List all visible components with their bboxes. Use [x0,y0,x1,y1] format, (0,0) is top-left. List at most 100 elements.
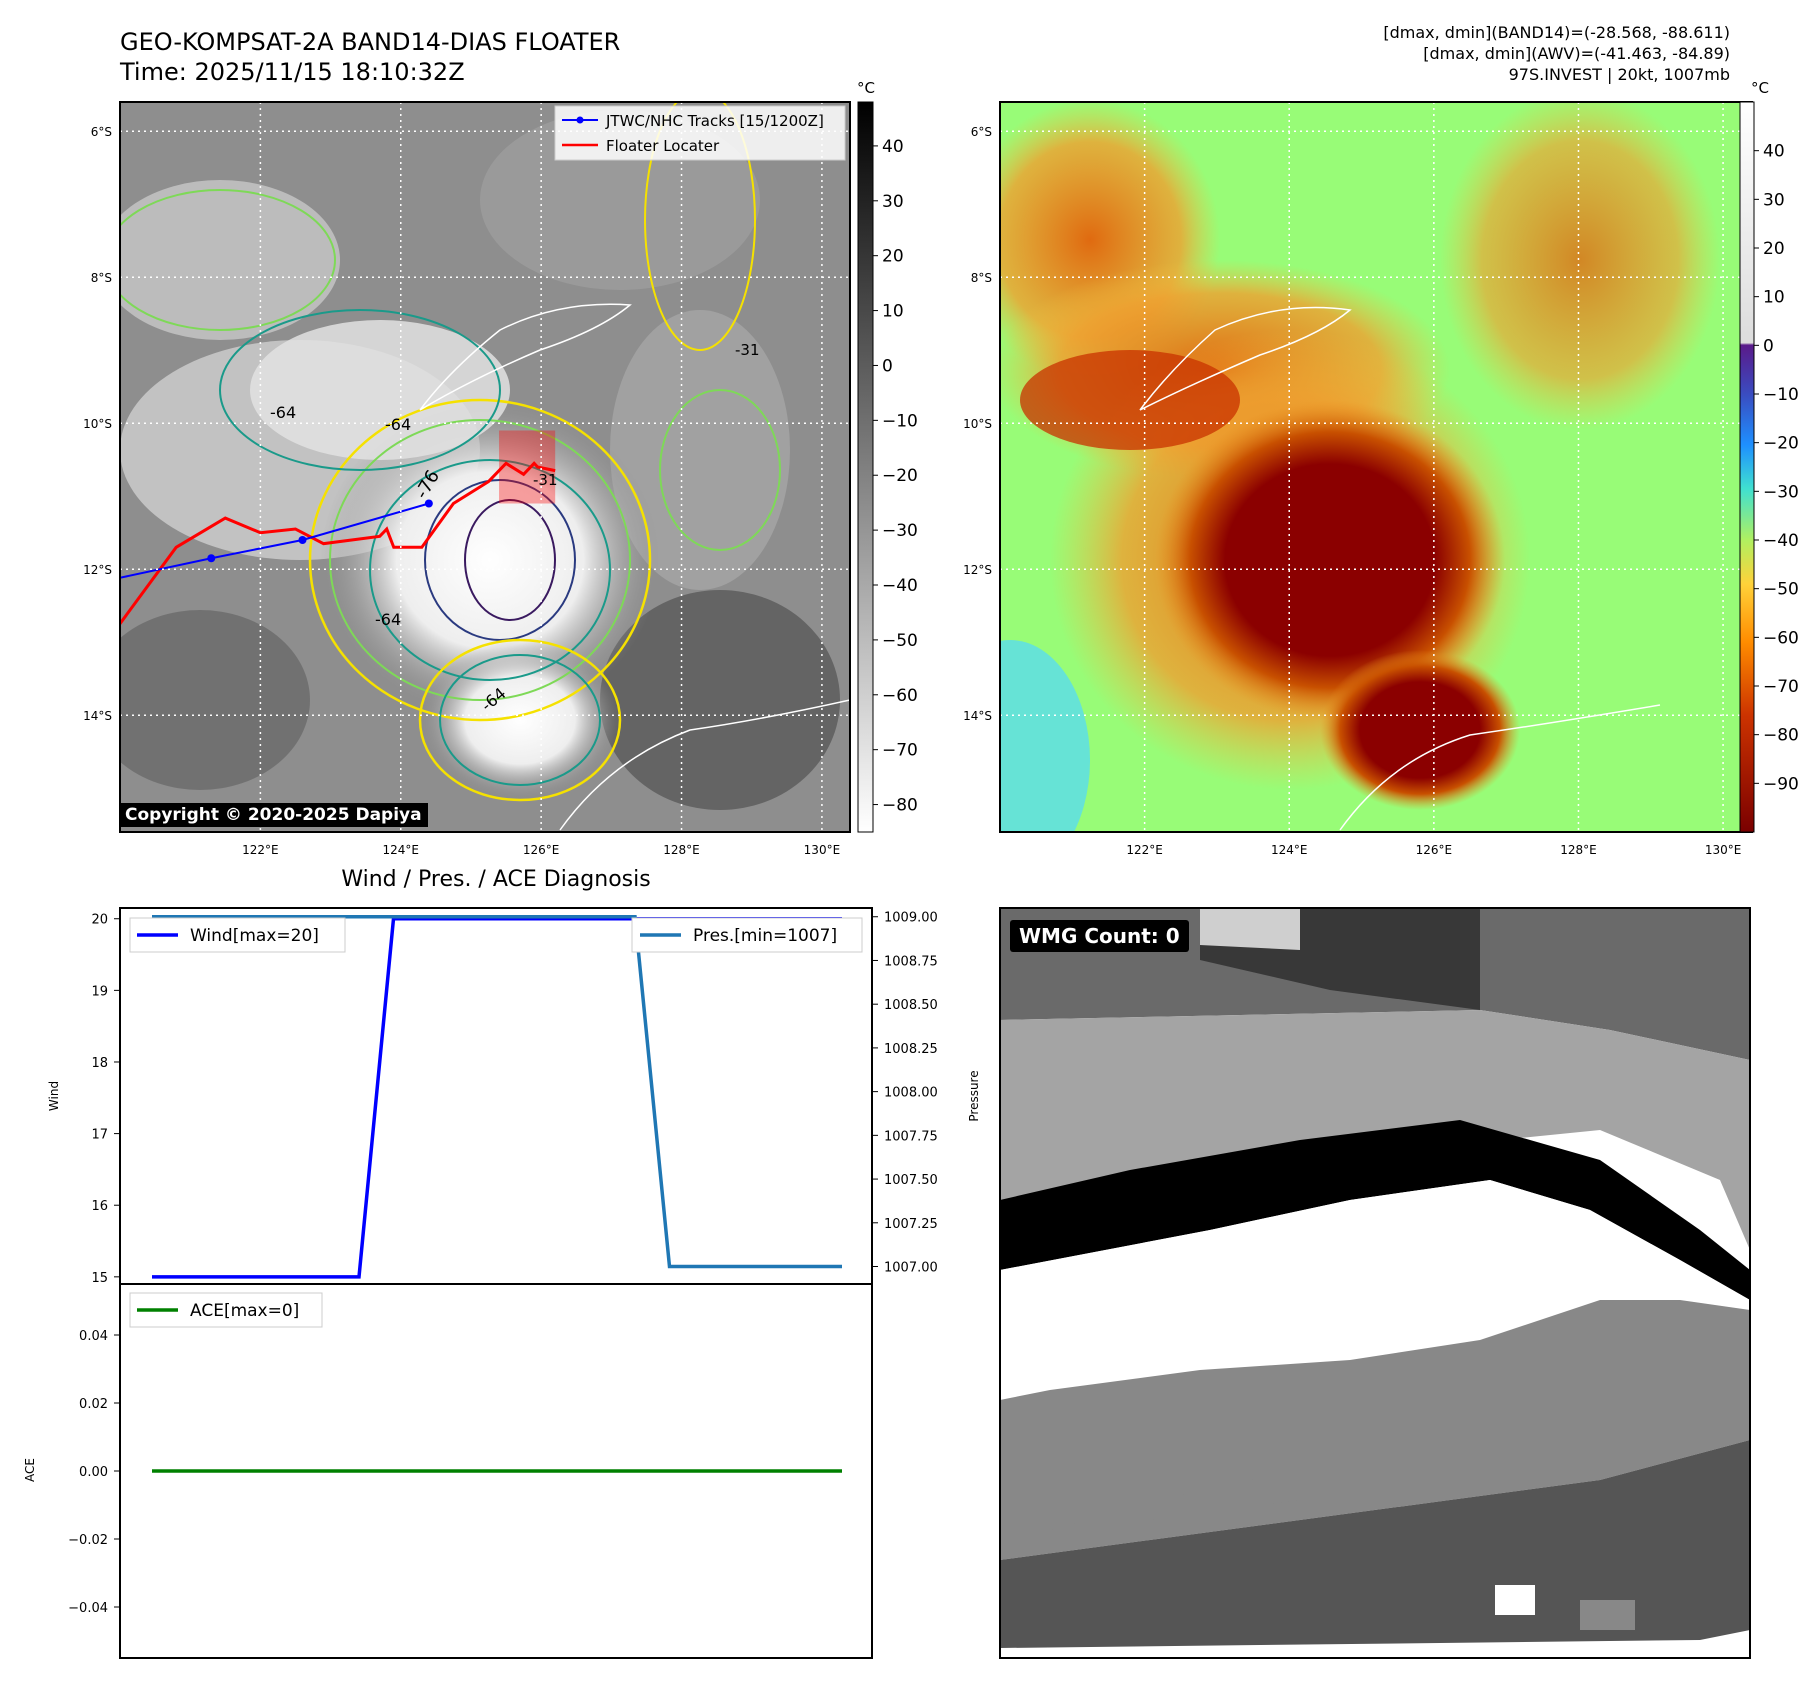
colorbar-tick-label: −60 [1763,628,1799,648]
lat-tick-label: 6°S [971,125,992,139]
track-point [207,554,216,563]
lat-tick-label: 8°S [91,271,112,285]
lon-tick-label: 126°E [523,843,560,857]
track-points [207,499,433,563]
wind-tick-label: 15 [91,1271,108,1286]
awv-lon-labels: 122°E 124°E 126°E 128°E 130°E [1126,843,1741,857]
grid-ir [120,102,850,832]
ace-legend-label: ACE[max=0] [190,1301,299,1321]
band14-colorbar-ticks: 40 30 20 10 0 −10 −20 −30 −40 −50 −60 −70 −80 [873,137,918,816]
diagnosis-title: Wind / Pres. / ACE Diagnosis [341,867,650,892]
colorbar-tick-label: −80 [882,796,918,816]
lon-tick-label: 124°E [383,843,420,857]
pressure-tick-label: 1008.50 [884,998,938,1013]
pressure-tick-label: 1007.75 [884,1129,938,1144]
lon-tick-label: 128°E [663,843,700,857]
colorbar-tick-label: −10 [1763,385,1799,405]
band14-map: -64 -76 -64 -64 -64 -31 -31 [120,102,850,832]
lat-tick-label: 12°S [83,563,112,577]
lon-tick-label: 126°E [1416,843,1453,857]
pressure-series-line [152,914,842,1269]
pressure-tick-label: 1007.25 [884,1217,938,1232]
pressure-legend: Pres.[min=1007] [631,917,863,953]
lat-tick-label: 10°S [83,417,112,431]
lon-tick-label: 124°E [1271,843,1308,857]
contour-label: -31 [735,341,760,359]
floater-line [120,461,556,627]
colorbar-tick-label: 30 [882,192,904,212]
colorbar-tick-label: −10 [882,411,918,431]
colorbar-tick-label: 40 [882,137,904,157]
wmg-grid [1000,908,1750,1648]
copyright-badge: Copyright © 2020-2025 Dapiya [119,803,428,827]
colorbar-tick-label: −70 [882,741,918,761]
wind-yticks: 15 16 17 18 19 20 [91,913,120,1286]
colorbar-tick-label: −50 [1763,580,1799,600]
band14-colorbar-unit: °C [857,79,875,97]
wind-tick-label: 17 [91,1128,108,1143]
track-point [298,536,307,544]
colorbar-tick-label: −20 [1763,434,1799,454]
colorbar-tick-label: −30 [882,521,918,541]
legend-floater: Floater Locater [606,137,720,155]
pressure-tick-label: 1008.75 [884,954,938,969]
awv-colorbar [1739,101,1755,833]
ace-tick-label: 0.00 [79,1465,108,1480]
lat-tick-label: 8°S [971,271,992,285]
lon-tick-label: 122°E [242,843,279,857]
lat-tick-label: 14°S [963,709,992,723]
ace-tick-label: −0.02 [68,1533,108,1548]
wind-legend: Wind[max=20] [129,917,346,953]
awv-lat-labels: 6°S 8°S 10°S 12°S 14°S [963,125,992,723]
colorbar-tick-label: 40 [1763,142,1785,162]
colorbar-tick-label: −40 [1763,531,1799,551]
band14-lon-labels: 122°E 124°E 126°E 128°E 130°E [242,843,840,857]
awv-colorbar-unit: °C [1751,79,1769,97]
ace-tick-label: 0.02 [79,1397,108,1412]
wind-tick-label: 18 [91,1056,108,1071]
lon-tick-label: 122°E [1126,843,1163,857]
contour-label: -64 [270,403,296,422]
lat-tick-label: 6°S [91,125,112,139]
contour-label: -31 [533,471,558,489]
colorbar-tick-label: 20 [882,247,904,267]
grid-awv [1000,102,1752,832]
ace-tick-label: 0.04 [79,1329,108,1344]
contour-label: -64 [375,610,401,629]
wind-legend-label: Wind[max=20] [190,926,319,946]
colorbar-tick-label: −60 [882,686,918,706]
contour-label: -64 [385,415,411,434]
band14-lat-labels: 6°S 8°S 10°S 12°S 14°S [83,125,112,723]
awv-colorbar-ticks: 40 30 20 10 0 −10 −20 −30 −40 −50 −60 −70 −80 −90 [1754,142,1799,794]
stats-band14: [dmax, dmin](BAND14)=(-28.568, -88.611) [1383,23,1730,42]
colorbar-tick-label: −30 [1763,482,1799,502]
awv-map [1000,102,1752,832]
colorbar-tick-label: −80 [1763,726,1799,746]
wind-tick-label: 16 [91,1199,108,1214]
pressure-yticks: 1007.00 1007.25 1007.50 1007.75 1008.00 1008.… [872,911,938,1276]
pressure-tick-label: 1007.00 [884,1261,938,1276]
figure-title: GEO-KOMPSAT-2A BAND14-DIAS FLOATER [120,28,620,56]
colorbar-tick-label: −90 [1763,774,1799,794]
colorbar-tick-label: −70 [1763,677,1799,697]
legend-track: JTWC/NHC Tracks [15/1200Z] [605,112,824,130]
colorbar-tick-label: 0 [882,356,893,376]
colorbar-tick-label: −40 [882,576,918,596]
wind-pressure-frame [119,907,873,1285]
wind-ylabel: Wind [47,1081,61,1111]
ace-legend: ACE[max=0] [129,1292,323,1328]
pressure-legend-label: Pres.[min=1007] [693,926,837,946]
band14-legend: JTWC/NHC Tracks [15/1200Z] Floater Locat… [554,105,846,161]
figure-time: Time: 2025/11/15 18:10:32Z [119,58,465,86]
lon-tick-label: 128°E [1560,843,1597,857]
band14-map-frame [119,101,851,833]
colorbar-tick-label: −20 [882,466,918,486]
band14-colorbar [857,101,874,833]
floater-box [499,430,556,504]
lat-tick-label: 12°S [963,563,992,577]
track-point [424,499,433,508]
pressure-tick-label: 1007.50 [884,1173,938,1188]
ace-tick-label: −0.04 [68,1601,108,1616]
lon-tick-label: 130°E [1705,843,1742,857]
